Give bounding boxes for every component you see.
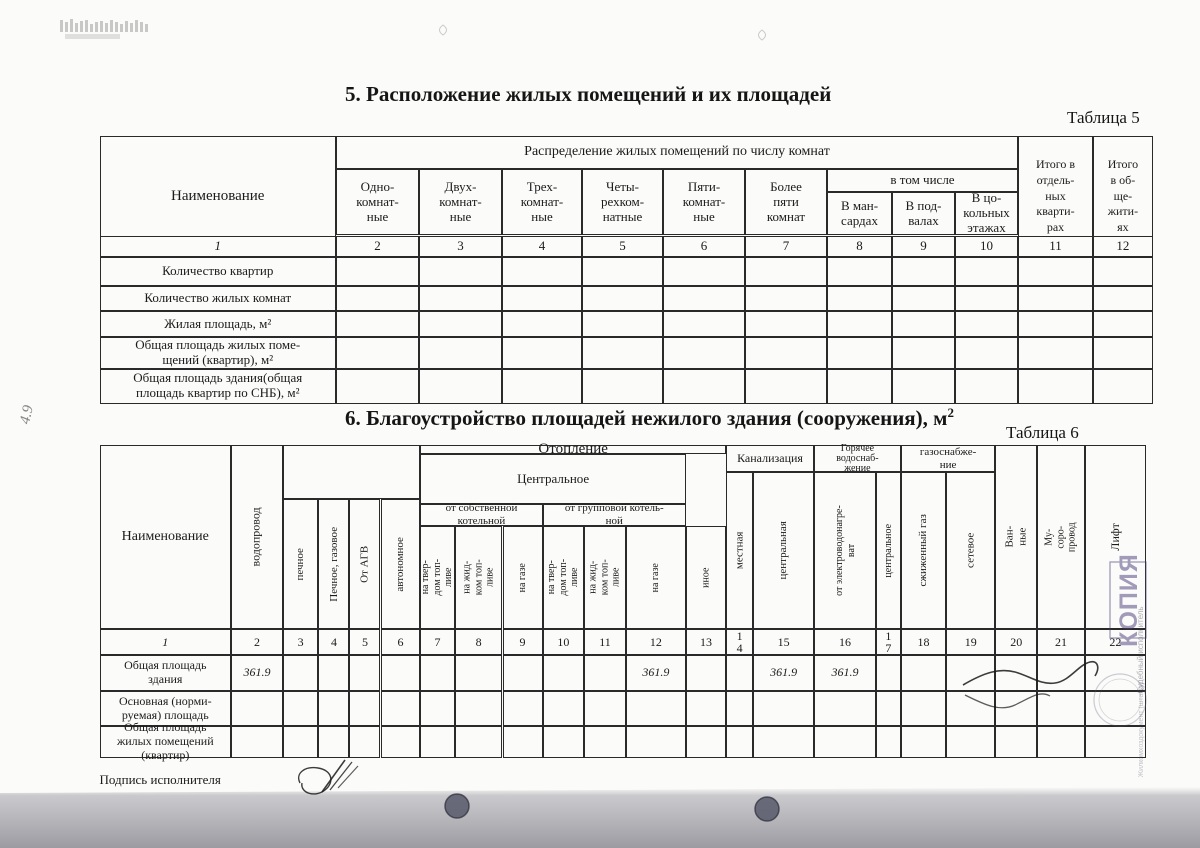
svg-text:4.9: 4.9 [17,403,37,425]
